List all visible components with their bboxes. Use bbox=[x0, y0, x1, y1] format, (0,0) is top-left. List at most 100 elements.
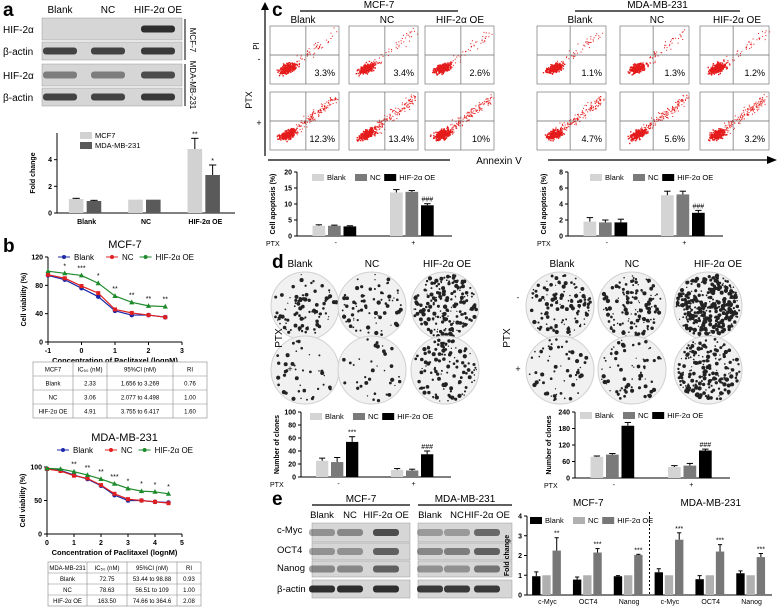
column-label: Blank bbox=[567, 15, 593, 26]
flow-cytometry-plot: 1.3% bbox=[619, 25, 690, 85]
bar bbox=[187, 149, 203, 213]
x-prefix-label: PTX bbox=[537, 241, 551, 248]
bar bbox=[68, 199, 84, 213]
blot-membrane bbox=[417, 522, 513, 543]
panel-label-a: a bbox=[3, 0, 14, 21]
series-line bbox=[47, 270, 166, 308]
data-point bbox=[138, 488, 145, 494]
cell-line-label: MDA-MB-231 bbox=[435, 494, 496, 505]
legend-label: HIF-2α OE bbox=[677, 173, 713, 182]
protein-band bbox=[309, 565, 335, 573]
y-axis-label: Cell viability (%) bbox=[21, 273, 28, 327]
apoptosis-percent: 1.1% bbox=[581, 68, 602, 78]
bar bbox=[542, 575, 551, 595]
blot-membrane bbox=[417, 542, 513, 561]
data-point bbox=[95, 294, 101, 299]
legend-label: NC bbox=[588, 516, 599, 525]
table-cell: 1.00 bbox=[183, 588, 195, 594]
significance-mark: ** bbox=[554, 531, 560, 538]
data-point bbox=[162, 303, 168, 309]
y-tick-label: 4 bbox=[559, 202, 563, 209]
apoptosis-percent: 12.3% bbox=[309, 134, 335, 144]
table-cell: 4.91 bbox=[84, 410, 96, 416]
table-header: 95%CI (nM) bbox=[136, 566, 168, 572]
legend-swatch bbox=[80, 132, 92, 139]
ptx-row-label: + bbox=[256, 118, 261, 128]
protein-band bbox=[337, 529, 363, 536]
table-cell: NC bbox=[49, 396, 58, 402]
table-cell: 78.63 bbox=[99, 588, 115, 594]
legend-swatch bbox=[602, 517, 615, 524]
x-tick-label: OCT4 bbox=[701, 599, 720, 606]
y-tick-label: 0 bbox=[518, 593, 522, 600]
data-point bbox=[96, 291, 101, 296]
bar bbox=[695, 579, 704, 595]
x-tick-label: - bbox=[606, 240, 609, 247]
colony-dots bbox=[601, 339, 662, 400]
apoptosis-percent: 4.7% bbox=[581, 134, 602, 144]
lane-label: HIF-2α OE bbox=[363, 510, 409, 521]
legend-label: NC bbox=[638, 411, 649, 420]
legend-swatch bbox=[590, 174, 602, 181]
colony-plate bbox=[525, 335, 595, 405]
flow-cytometry-plot: 1.2% bbox=[699, 25, 771, 85]
y-tick-label: 180 bbox=[558, 426, 570, 433]
event-dots bbox=[544, 96, 605, 142]
protein-band bbox=[444, 565, 470, 573]
y-tick-label: 3 bbox=[518, 533, 522, 540]
bar bbox=[421, 454, 434, 477]
event-dots bbox=[429, 94, 495, 142]
y-tick-label: 0 bbox=[559, 234, 563, 241]
lane-label: Blank bbox=[47, 5, 73, 16]
column-label: HIF-2α OE bbox=[713, 15, 761, 26]
legend-label: Blank bbox=[595, 411, 614, 420]
bar bbox=[736, 573, 745, 595]
ptx-label: PTX bbox=[502, 328, 513, 348]
ptx-row-label: - bbox=[258, 54, 261, 64]
column-label: NC bbox=[380, 15, 394, 26]
x-tick-label: OCT4 bbox=[579, 599, 598, 606]
data-point bbox=[71, 468, 77, 474]
bar bbox=[146, 199, 161, 213]
data-point bbox=[153, 499, 157, 504]
bar bbox=[634, 554, 643, 595]
protein-band bbox=[417, 585, 443, 593]
plate-well bbox=[597, 335, 667, 405]
table-cell: Blank bbox=[45, 382, 61, 388]
blot-mda-hif2a bbox=[41, 63, 183, 87]
data-point bbox=[112, 491, 117, 496]
data-point bbox=[112, 293, 118, 298]
significance-mark: * bbox=[140, 481, 143, 488]
blot-e-OCT4 bbox=[309, 542, 411, 561]
protein-band bbox=[91, 93, 125, 101]
table-cell: 1.00 bbox=[184, 396, 196, 402]
y-tick-label: 0 bbox=[48, 211, 52, 218]
blot-row-label: c-Myc bbox=[277, 525, 303, 536]
legend-swatch bbox=[310, 413, 322, 420]
bar bbox=[316, 460, 329, 477]
protein-band bbox=[337, 548, 363, 555]
x-tick-label: 0 bbox=[80, 348, 84, 355]
legend-label: HIF-2α OE bbox=[156, 253, 194, 262]
table-cell: 0.76 bbox=[184, 382, 196, 388]
y-tick-label: 4 bbox=[518, 514, 522, 521]
significance-mark: * bbox=[211, 158, 214, 165]
data-point bbox=[98, 476, 104, 482]
protein-band bbox=[417, 529, 443, 536]
data-point bbox=[58, 469, 63, 474]
blot-row-label: β-actin bbox=[277, 584, 306, 595]
column-label: NC bbox=[365, 259, 379, 270]
data-point bbox=[125, 485, 131, 491]
bar bbox=[715, 551, 725, 595]
protein-band bbox=[141, 71, 175, 79]
bar bbox=[668, 467, 681, 478]
legend-swatch bbox=[530, 517, 542, 524]
bar bbox=[614, 222, 628, 236]
flow-cytometry-plot: 3.4% bbox=[348, 25, 419, 85]
x-tick-label: NC bbox=[141, 219, 151, 226]
colony-dots bbox=[528, 338, 589, 402]
significance-mark: * bbox=[97, 273, 100, 280]
lane-label: NC bbox=[343, 510, 357, 521]
table-header: MDA-MB-231 bbox=[49, 566, 86, 572]
